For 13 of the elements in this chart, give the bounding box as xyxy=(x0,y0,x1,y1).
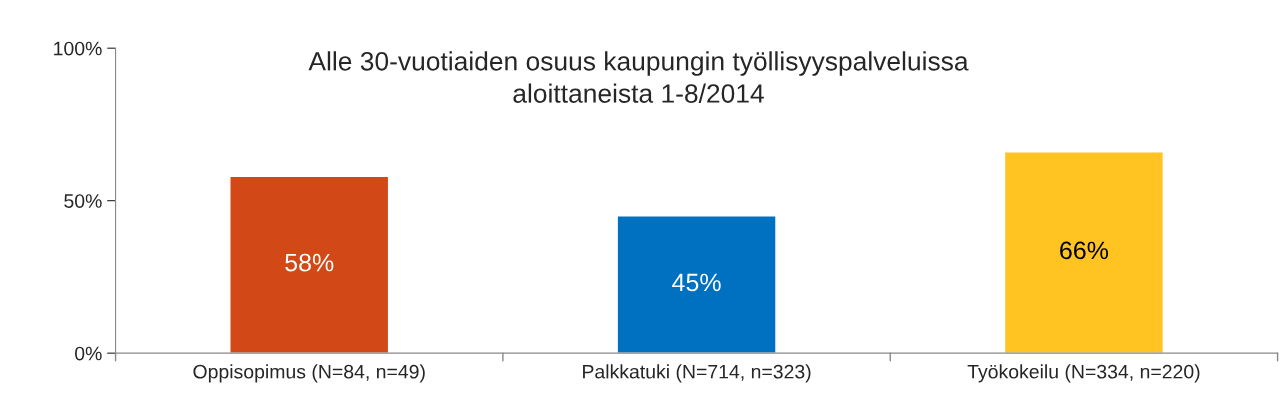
bar xyxy=(1003,151,1165,354)
y-tick-label: 100% xyxy=(54,41,102,56)
text: Alle 30-vuotiaiden osuus kaupungin työllisyyspalveluissa aloittaneista 1-8/2014 xyxy=(308,51,969,103)
data-label: 45% xyxy=(672,273,721,292)
x-tick-label: Oppisopimus (N=84, n=49) xyxy=(193,364,425,383)
y-tick-label: 50% xyxy=(64,194,102,208)
x-tick-label: Työkokeilu (N=334, n=220) xyxy=(967,364,1200,383)
x-tick-label: Palkkatuki (N=714, n=323) xyxy=(583,364,811,383)
data-label: 58% xyxy=(285,253,334,272)
bar xyxy=(229,175,390,354)
data-label: 66% xyxy=(1060,241,1109,260)
y-tick-label: 0% xyxy=(75,346,102,361)
bar xyxy=(616,215,777,354)
